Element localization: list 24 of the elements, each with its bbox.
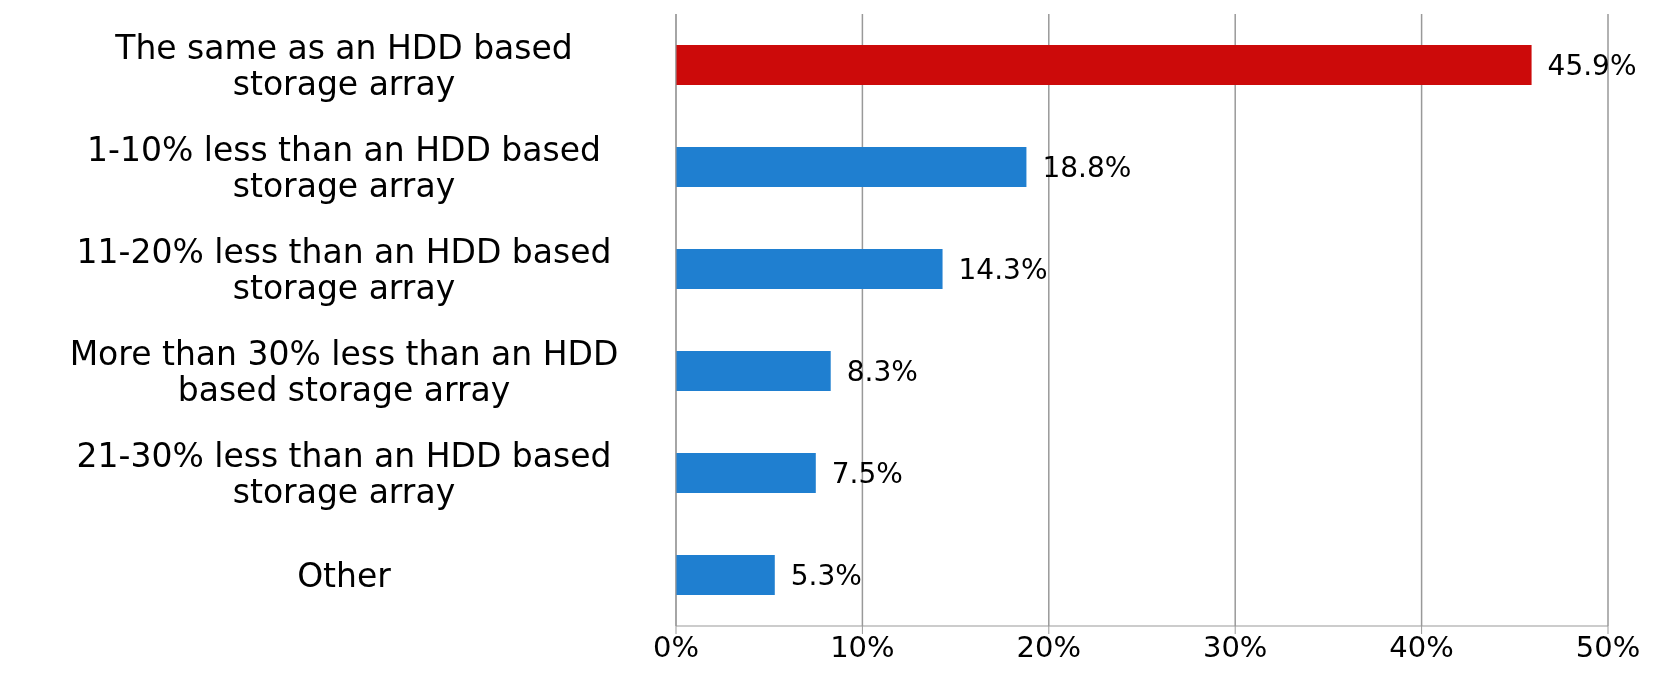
- y-tick-label: 11-20% less than an HDD based storage array: [76, 231, 612, 307]
- x-tick-label: 50%: [1575, 629, 1641, 664]
- x-tick-label: 0%: [652, 629, 700, 664]
- bar: [676, 147, 1027, 187]
- x-tick-label: 10%: [830, 629, 895, 664]
- bar: [676, 453, 816, 493]
- y-tick-label: 1-10% less than an HDD based storage array: [87, 129, 601, 205]
- data-label: 8.3%: [846, 354, 918, 388]
- data-label: 18.8%: [1042, 150, 1132, 184]
- data-label: 45.9%: [1547, 48, 1637, 82]
- data-label: 14.3%: [958, 252, 1048, 286]
- x-tick-label: 20%: [1016, 629, 1082, 664]
- bar: [676, 45, 1532, 85]
- bar: [676, 351, 831, 391]
- y-tick-label: The same as an HDD based storage array: [114, 27, 573, 103]
- y-tick-label: More than 30% less than an HDD based storage array: [69, 333, 619, 409]
- y-tick-label: 21-30% less than an HDD based storage array: [76, 435, 612, 511]
- bar: [676, 555, 775, 595]
- x-tick-label: 30%: [1202, 629, 1268, 664]
- y-tick-label: Other: [297, 555, 392, 595]
- data-label: 7.5%: [831, 456, 903, 490]
- data-label: 5.3%: [790, 558, 862, 592]
- x-tick-label: 40%: [1389, 629, 1454, 664]
- bar: [676, 249, 943, 289]
